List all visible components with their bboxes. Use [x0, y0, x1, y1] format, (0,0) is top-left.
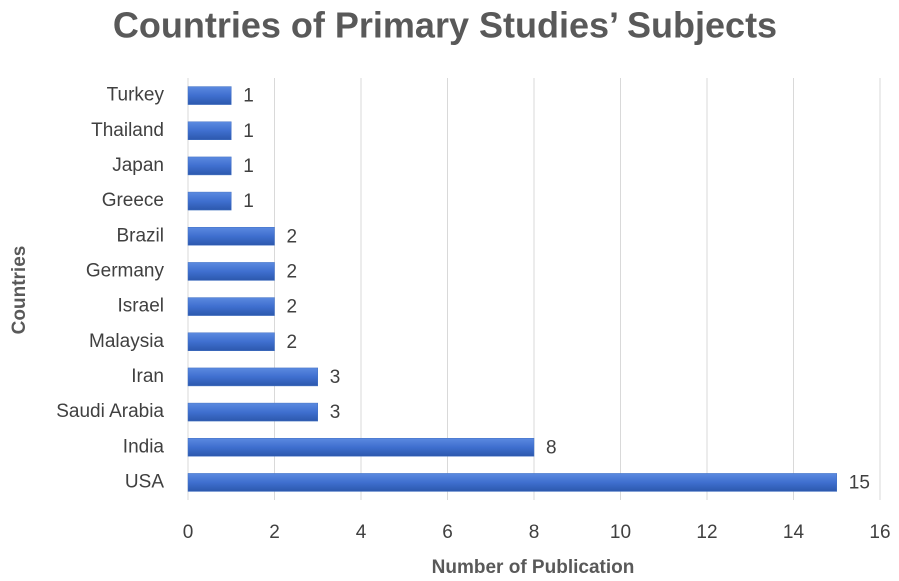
bar — [187, 367, 318, 387]
x-tick-label: 0 — [183, 522, 194, 543]
x-axis-title: Number of Publication — [432, 557, 635, 578]
y-tick-label: Saudi Arabia — [56, 401, 164, 422]
data-label: 3 — [330, 402, 341, 423]
bar — [187, 227, 275, 246]
bar — [187, 121, 232, 140]
data-label: 8 — [546, 437, 557, 458]
data-label: 1 — [243, 191, 254, 212]
bar — [187, 402, 318, 422]
x-tick-label: 8 — [529, 522, 540, 543]
y-tick-label: Germany — [86, 260, 165, 281]
bar — [187, 86, 232, 105]
chart-title: Countries of Primary Studies’ Subjects — [113, 5, 777, 46]
bar — [187, 156, 232, 176]
data-label: 2 — [287, 226, 298, 247]
x-tick-label: 4 — [356, 522, 367, 543]
x-tick-label: 10 — [610, 522, 631, 543]
y-tick-label: Greece — [102, 190, 164, 211]
data-label: 1 — [243, 156, 254, 177]
bar — [187, 297, 275, 316]
bar — [187, 473, 837, 492]
x-tick-label: 12 — [696, 522, 717, 543]
y-tick-label: India — [123, 436, 165, 457]
data-label: 2 — [287, 261, 298, 282]
data-label: 2 — [287, 332, 298, 353]
y-tick-label: Israel — [118, 296, 164, 317]
x-tick-label: 6 — [442, 522, 453, 543]
y-tick-label: Turkey — [107, 85, 165, 106]
bar — [187, 262, 275, 281]
x-tick-label: 2 — [269, 522, 280, 543]
y-tick-label: USA — [125, 471, 164, 492]
y-tick-label: Malaysia — [89, 331, 164, 352]
data-label: 3 — [330, 367, 341, 388]
y-tick-label: Iran — [131, 366, 164, 387]
data-label: 2 — [287, 297, 298, 318]
data-label: 1 — [243, 121, 254, 142]
bar — [187, 332, 275, 351]
y-tick-label: Brazil — [116, 225, 164, 246]
y-tick-label: Thailand — [91, 120, 164, 141]
data-label: 1 — [243, 86, 254, 107]
y-axis-title: Countries — [9, 246, 30, 335]
x-tick-label: 14 — [783, 522, 805, 543]
data-label: 15 — [849, 472, 870, 493]
bar — [187, 438, 535, 457]
x-tick-label: 16 — [869, 522, 890, 543]
y-tick-label: Japan — [112, 155, 164, 176]
bar — [187, 191, 232, 211]
